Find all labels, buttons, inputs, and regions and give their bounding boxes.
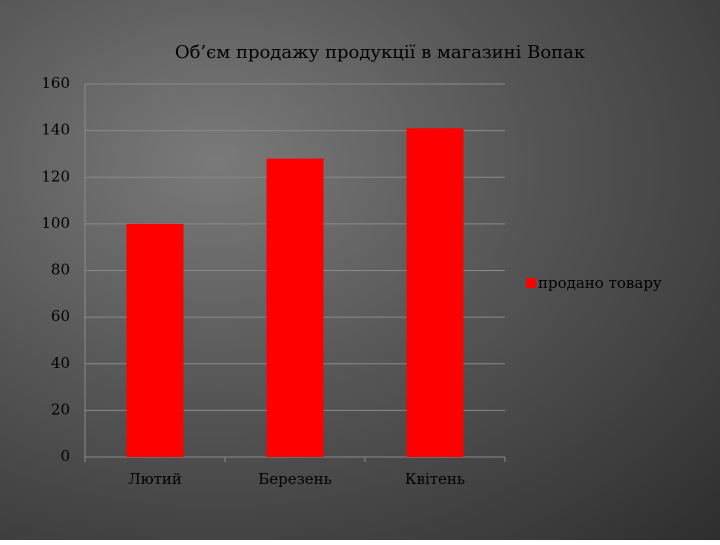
x-tick-label: Лютий <box>128 470 182 488</box>
y-tick-label: 140 <box>41 121 70 139</box>
y-tick-label: 60 <box>51 307 70 325</box>
bar <box>406 128 464 457</box>
y-tick-label: 80 <box>51 261 70 279</box>
y-tick-label: 120 <box>41 167 70 185</box>
legend-swatch <box>526 278 536 288</box>
bar <box>126 223 184 457</box>
y-tick-label: 100 <box>41 214 70 232</box>
x-tick-label: Квітень <box>405 470 465 488</box>
legend-label: продано товару <box>538 274 662 292</box>
x-tick-label: Березень <box>258 470 332 488</box>
y-tick-label: 20 <box>51 400 70 418</box>
y-tick-label: 0 <box>60 447 70 465</box>
bar <box>266 158 324 457</box>
y-tick-label: 40 <box>51 354 70 372</box>
chart-title: Об’єм продажу продукції в магазині Вопак <box>175 42 586 63</box>
y-tick-label: 160 <box>41 74 70 92</box>
